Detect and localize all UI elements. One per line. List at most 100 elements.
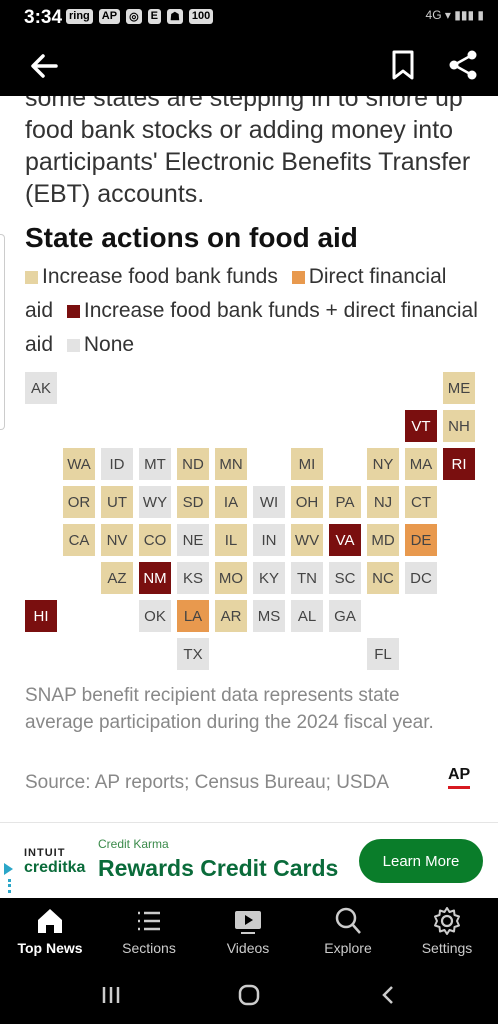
state-tile-nv: NV <box>101 524 133 556</box>
chart-title: State actions on food aid <box>25 222 358 253</box>
state-tile-mo: MO <box>215 562 247 594</box>
state-tile-ma: MA <box>405 448 437 480</box>
ad-brand: INTUIT creditka <box>24 847 85 877</box>
app-bar <box>0 34 498 96</box>
state-tile-dc: DC <box>405 562 437 594</box>
notification-icons: ring AP ◎ E ☗ 100 <box>66 9 214 24</box>
legend-label: Direct financial aid <box>25 265 447 322</box>
nav-top-news[interactable]: Top News <box>10 904 90 962</box>
state-tile-mt: MT <box>139 448 171 480</box>
state-tile-mi: MI <box>291 448 323 480</box>
state-tile-nc: NC <box>367 562 399 594</box>
nav-label: Videos <box>226 940 270 956</box>
nav-videos[interactable]: Videos <box>208 904 288 962</box>
arrow-left-icon[interactable] <box>26 48 62 84</box>
state-tile-ny: NY <box>367 448 399 480</box>
state-tile-co: CO <box>139 524 171 556</box>
state-tile-hi: HI <box>25 600 57 632</box>
state-tile-tx: TX <box>177 638 209 670</box>
state-tile-ar: AR <box>215 600 247 632</box>
github-icon: ◎ <box>126 9 142 24</box>
state-tile-oh: OH <box>291 486 323 518</box>
state-tile-ky: KY <box>253 562 285 594</box>
home-icon <box>38 909 62 933</box>
state-tile-va: VA <box>329 524 361 556</box>
ad-brand-top: INTUIT <box>24 847 66 859</box>
legend-label: Increase food bank funds <box>42 265 278 288</box>
gear-icon <box>434 907 460 935</box>
nav-label: Top News <box>17 940 83 956</box>
state-tile-nm: NM <box>139 562 171 594</box>
chart-note: SNAP benefit recipient data represents s… <box>25 685 434 733</box>
state-tile-nd: ND <box>177 448 209 480</box>
back-chevron-icon[interactable] <box>380 984 396 1006</box>
nav-settings[interactable]: Settings <box>407 904 487 962</box>
status-time: 3:34 <box>24 7 63 28</box>
state-tile-pa: PA <box>329 486 361 518</box>
legend-swatch <box>66 305 80 318</box>
legend-swatch <box>291 271 305 284</box>
state-tile-id: ID <box>101 448 133 480</box>
ad-menu-icon[interactable] <box>8 879 11 893</box>
state-tile-nh: NH <box>443 410 475 442</box>
state-tile-ut: UT <box>101 486 133 518</box>
state-tile-wa: WA <box>63 448 95 480</box>
ad-headline[interactable]: Rewards Credit Cards <box>98 855 339 881</box>
state-tile-sd: SD <box>177 486 209 518</box>
state-tile-ks: KS <box>177 562 209 594</box>
nav-label: Explore <box>324 940 372 956</box>
legend-swatch <box>25 271 38 284</box>
bottom-navigation: Top News Sections Videos Explore Setting… <box>0 898 498 966</box>
legend-label: None <box>83 333 135 356</box>
legend-swatch <box>66 339 80 352</box>
ad-kicker: Credit Karma <box>98 837 169 851</box>
article-paragraph: some states are stepping in to shore up … <box>25 96 471 208</box>
state-tile-or: OR <box>63 486 95 518</box>
legend-item: Increase food bank funds + direct financ… <box>25 299 478 356</box>
state-tile-ms: MS <box>253 600 285 632</box>
ap-logo: AP <box>448 766 471 789</box>
nav-explore[interactable]: Explore <box>308 904 388 962</box>
side-handle <box>0 234 5 430</box>
system-navigation <box>0 966 498 1024</box>
chart-legend: Increase food bank funds Direct financia… <box>25 260 485 362</box>
bookmark-icon[interactable] <box>388 48 418 82</box>
state-tile-la: LA <box>177 600 209 632</box>
state-tile-ri: RI <box>443 448 475 480</box>
state-tile-ne: NE <box>177 524 209 556</box>
nav-sections[interactable]: Sections <box>109 904 189 962</box>
state-tile-ct: CT <box>405 486 437 518</box>
state-tile-vt: VT <box>405 410 437 442</box>
state-tile-az: AZ <box>101 562 133 594</box>
legend-item: None <box>66 333 135 356</box>
battery-saver-icon: 100 <box>188 9 214 24</box>
chart-source: Source: AP reports; Census Bureau; USDA <box>25 772 389 793</box>
state-tile-wi: WI <box>253 486 285 518</box>
state-tile-wy: WY <box>139 486 171 518</box>
nav-label: Sections <box>122 940 176 956</box>
state-tile-tn: TN <box>291 562 323 594</box>
share-icon[interactable] <box>446 48 480 82</box>
search-icon <box>335 907 361 934</box>
legend-item: Direct financial aid <box>25 265 446 322</box>
video-icon <box>235 911 261 934</box>
state-tile-ia: IA <box>215 486 247 518</box>
state-tile-me: ME <box>443 372 475 404</box>
ap-app-icon: AP <box>98 9 121 24</box>
ad-banner[interactable]: INTUIT creditka Credit Karma Rewards Cre… <box>0 822 498 898</box>
ad-brand-bottom: creditka <box>24 859 86 876</box>
state-tile-ga: GA <box>329 600 361 632</box>
legend-label: Increase food bank funds + direct financ… <box>25 299 478 356</box>
recents-icon[interactable] <box>100 984 122 1006</box>
list-icon <box>138 911 160 931</box>
ad-choices-icon[interactable] <box>4 863 13 875</box>
state-tile-sc: SC <box>329 562 361 594</box>
ad-learn-more-button[interactable]: Learn More <box>359 839 483 883</box>
home-circle-icon[interactable] <box>238 984 260 1006</box>
state-tile-wv: WV <box>291 524 323 556</box>
signal-icons: 4G ▾ ▮▮▮ ▮ <box>425 8 484 22</box>
state-tile-nj: NJ <box>367 486 399 518</box>
status-bar: 3:34 ring AP ◎ E ☗ 100 4G ▾ ▮▮▮ ▮ <box>0 0 498 34</box>
nav-label: Settings <box>421 940 473 956</box>
state-tile-fl: FL <box>367 638 399 670</box>
